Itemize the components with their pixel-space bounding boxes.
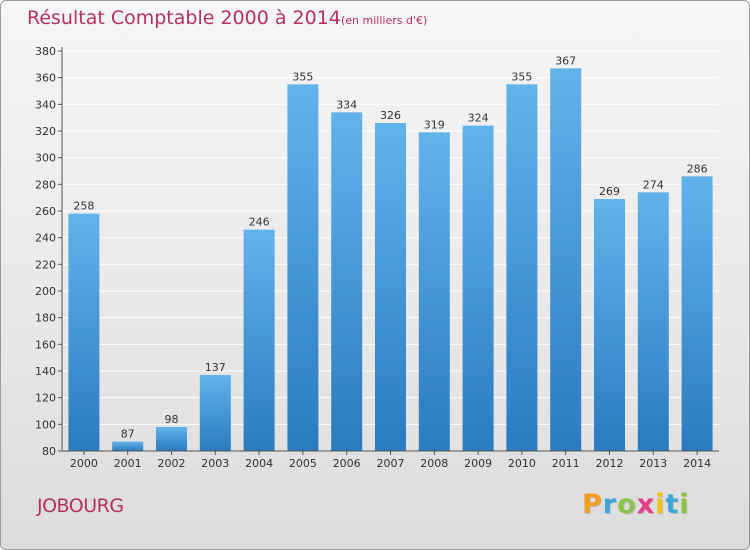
value-label-2013: 274 — [643, 178, 664, 191]
logo-letter: o — [617, 489, 637, 520]
y-tick-label: 380 — [35, 45, 56, 58]
y-tick-label: 80 — [42, 445, 56, 458]
y-tick-label: 360 — [35, 72, 56, 85]
commune-name: JOBOURG — [37, 495, 124, 517]
x-tick-label-2002: 2002 — [158, 457, 186, 470]
bar-2004 — [243, 229, 275, 451]
y-tick-label: 100 — [35, 418, 56, 431]
y-tick-label: 200 — [35, 285, 56, 298]
y-tick-label: 120 — [35, 392, 56, 405]
value-label-2007: 326 — [380, 109, 401, 122]
bar-2014 — [681, 176, 713, 452]
x-tick-label-2014: 2014 — [683, 457, 711, 470]
y-tick-label: 340 — [35, 98, 56, 111]
x-tick-label-2009: 2009 — [464, 457, 492, 470]
value-label-2009: 324 — [468, 112, 489, 125]
bar-2005 — [287, 84, 319, 451]
x-tick-label-2000: 2000 — [70, 457, 98, 470]
value-label-2012: 269 — [599, 185, 620, 198]
x-tick-label-2012: 2012 — [596, 457, 624, 470]
logo-letter: x — [636, 489, 656, 520]
x-tick-label-2008: 2008 — [420, 457, 448, 470]
value-label-2010: 355 — [511, 70, 532, 83]
value-label-2003: 137 — [205, 361, 226, 374]
axes: 80 100 120 140 160 180 200 220 240 260 280 300 320 34… — [35, 45, 719, 470]
x-tick-label-2013: 2013 — [639, 457, 667, 470]
value-label-2002: 98 — [165, 413, 179, 426]
x-tick-label-2004: 2004 — [245, 457, 273, 470]
value-label-2011: 367 — [555, 54, 576, 67]
value-label-2008: 319 — [424, 118, 445, 131]
bar-2006 — [331, 112, 363, 451]
bar-2001 — [112, 441, 144, 451]
bar-2002 — [156, 427, 187, 451]
logo-letter: r — [602, 489, 618, 520]
y-tick-label: 180 — [35, 312, 56, 325]
x-tick-label-2006: 2006 — [333, 457, 361, 470]
chart-subtitle: (en milliers d'€) — [341, 14, 428, 27]
y-tick-label: 260 — [35, 205, 56, 218]
y-tick-label: 220 — [35, 258, 56, 271]
value-label-2000: 258 — [73, 200, 94, 213]
y-tick-label: 320 — [35, 125, 56, 138]
value-label-2004: 246 — [249, 216, 270, 229]
x-tick-label-2007: 2007 — [377, 457, 405, 470]
bar-2000 — [68, 213, 100, 451]
x-tick-label-2005: 2005 — [289, 457, 317, 470]
value-label-2001: 87 — [121, 428, 135, 441]
bar-2003 — [199, 375, 231, 451]
bar-2009 — [462, 125, 494, 452]
bar-2010 — [506, 84, 538, 451]
bar-2013 — [637, 192, 669, 452]
x-tick-label-2001: 2001 — [114, 457, 142, 470]
value-labels: 258 87 98 137 246 355 334 326 319 324 355 367 269 274… — [73, 54, 707, 440]
value-label-2014: 286 — [687, 162, 708, 175]
value-label-2006: 334 — [336, 98, 357, 111]
logo-letter: t — [665, 489, 680, 520]
y-tick-label: 160 — [35, 338, 56, 351]
bar-2007 — [375, 123, 406, 451]
logo-letter: P — [582, 489, 603, 520]
x-tick-label-2010: 2010 — [508, 457, 536, 470]
bar-2011 — [550, 68, 582, 451]
y-tick-label: 140 — [35, 365, 56, 378]
bar-2012 — [594, 199, 625, 451]
bars — [68, 68, 713, 452]
chart-title: Résultat Comptable 2000 à 2014 — [27, 7, 341, 29]
value-label-2005: 355 — [292, 70, 313, 83]
bar-2008 — [418, 132, 450, 452]
x-tick-label-2011: 2011 — [552, 457, 580, 470]
x-tick-label-2003: 2003 — [201, 457, 229, 470]
y-tick-label: 280 — [35, 178, 56, 191]
y-tick-label: 300 — [35, 152, 56, 165]
y-tick-label: 240 — [35, 232, 56, 245]
proxiti-logo[interactable]: Proxiti — [582, 489, 690, 520]
logo-letter: i — [655, 489, 666, 520]
logo-letter: i — [679, 489, 690, 520]
